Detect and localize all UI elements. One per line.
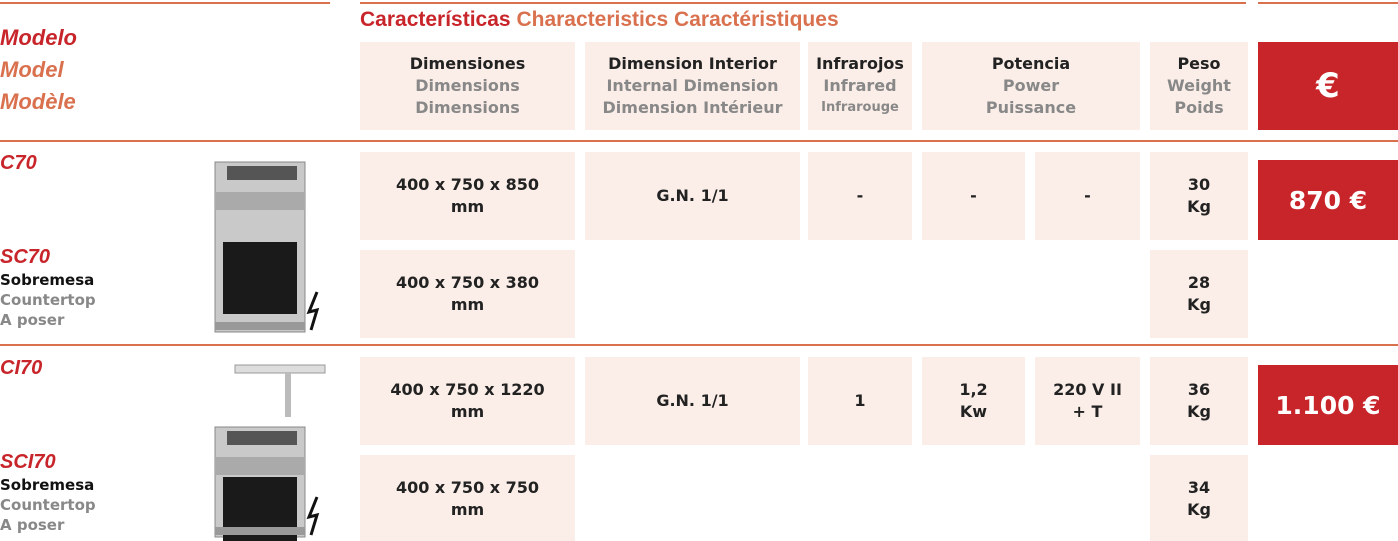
voltage: 220 V II [1053,380,1122,399]
power-cell: 1,2 Kw [922,357,1025,445]
infrared-cell: - [808,152,912,240]
column-header: Dimensiones Dimensions Dimensions [360,42,575,130]
dimensions-cell: 400 x 750 x 750 mm [360,455,575,541]
weight: 36 [1187,380,1211,399]
variant-label: Countertop [0,496,96,514]
column-header-line: Dimensions [415,76,520,95]
column-header: Peso Weight Poids [1150,42,1248,130]
price: 870 € [1258,160,1398,240]
weight: 34 [1187,478,1211,497]
column-header-line: Dimension Interior [608,54,777,73]
rule [1258,2,1398,4]
infrared: 1 [854,391,866,410]
power: - [970,186,977,205]
dimensions-cell: 400 x 750 x 1220 mm [360,357,575,445]
dimensions: mm [450,197,485,216]
power-icon [306,496,320,536]
column-header-line: Infrarouge [821,100,899,115]
dimensions: mm [450,500,485,519]
weight: 30 [1187,175,1211,194]
voltage-cell: 220 V II + T [1035,357,1140,445]
interior-cell: G.N. 1/1 [585,152,800,240]
voltage: + T [1072,402,1103,421]
product-image [214,161,320,333]
weight: Kg [1187,295,1211,314]
model-name: C70 [0,152,37,174]
dimensions: 400 x 750 x 850 [395,175,540,194]
model-name: CI70 [0,357,43,379]
column-header-line: Weight [1167,76,1231,95]
product-image [214,364,326,541]
weight: Kg [1187,500,1211,519]
model-label: Modèle [0,89,76,114]
section-title-en: Characteristics [516,8,669,31]
weight-cell: 34 Kg [1150,455,1248,541]
rule [0,2,330,4]
section-title: Características Characteristics Caractér… [360,8,839,32]
infrared: - [856,186,864,205]
column-header-line: Infrarojos [816,54,904,73]
variant-labels: Sobremesa Countertop A poser [0,270,96,330]
power-icon [306,291,320,331]
price-header: € [1258,42,1398,130]
column-header-line: Dimension Intérieur [602,98,783,117]
weight: 28 [1187,273,1211,292]
weight-cell: 36 Kg [1150,357,1248,445]
dimensions-cell: 400 x 750 x 380 mm [360,250,575,338]
interior: G.N. 1/1 [656,186,729,205]
shelf [234,364,326,417]
power: 1,2 [959,380,988,399]
section-title-fr: Caractéristiques [674,8,839,31]
power: Kw [959,402,988,421]
column-header-line: Potencia [991,54,1071,73]
weight: Kg [1187,197,1211,216]
section-title-es: Características [360,8,511,31]
variant-name: SCI70 [0,451,56,473]
model-label: Modelo [0,25,77,50]
column-header-line: Internal Dimension [606,76,779,95]
interior: G.N. 1/1 [656,391,729,410]
column-header-line: Dimensiones [409,54,526,73]
variant-labels: Sobremesa Countertop A poser [0,475,96,535]
dimensions: 400 x 750 x 1220 [390,380,545,399]
variant-name: SC70 [0,246,51,268]
column-header-line: Power [1002,76,1060,95]
variant-label: Sobremesa [0,271,95,289]
dimensions: mm [450,295,485,314]
voltage-cell: - [1035,152,1140,240]
model-label: Model [0,57,64,82]
column-header: Dimension Interior Internal Dimension Dime… [585,42,800,130]
column-header: Infrarojos Infrared Infrarouge [808,42,912,130]
variant-label: A poser [0,516,65,534]
column-header-line: Puissance [985,98,1077,117]
rule [0,140,1398,142]
variant-label: A poser [0,311,65,329]
column-header-line: Infrared [823,76,897,95]
infrared-cell: 1 [808,357,912,445]
column-header: Potencia Power Puissance [922,42,1140,130]
weight-cell: 30 Kg [1150,152,1248,240]
variant-label: Countertop [0,291,96,309]
rule [0,344,1398,346]
dimensions-cell: 400 x 750 x 850 mm [360,152,575,240]
rule [360,2,1246,4]
variant-label: Sobremesa [0,476,95,494]
weight-cell: 28 Kg [1150,250,1248,338]
weight: Kg [1187,402,1211,421]
appliance [214,161,306,333]
column-header-line: Dimensions [415,98,520,117]
column-header-line: Peso [1177,54,1221,73]
appliance [214,426,306,541]
interior-cell: G.N. 1/1 [585,357,800,445]
dimensions: mm [450,402,485,421]
voltage: - [1084,186,1091,205]
power-cell: - [922,152,1025,240]
column-header-line: Poids [1174,98,1224,117]
price: 1.100 € [1258,365,1398,445]
dimensions: 400 x 750 x 380 [395,273,540,292]
dimensions: 400 x 750 x 750 [395,478,540,497]
